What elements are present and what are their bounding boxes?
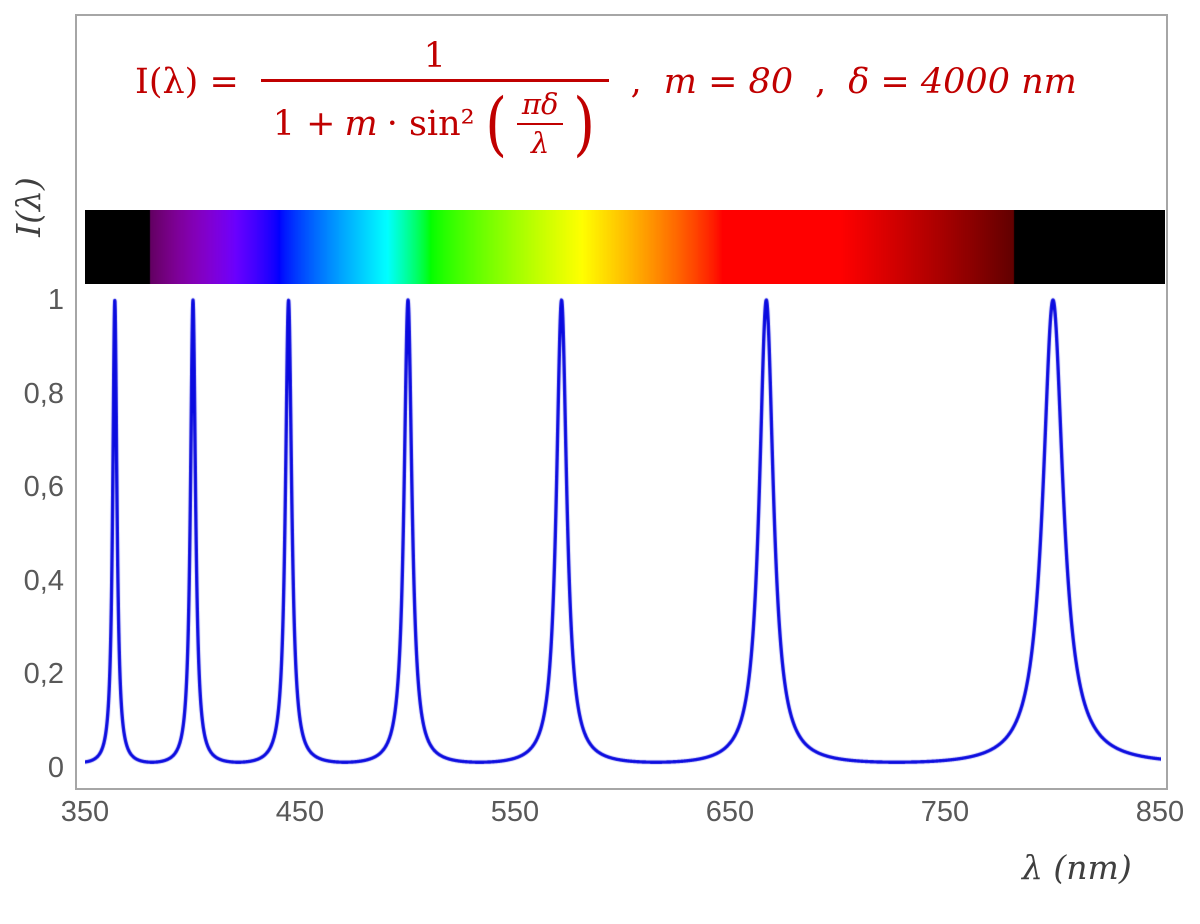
parameter-delta: δ = 4000 nm — [848, 62, 1077, 102]
x-tick-label: 850 — [1135, 796, 1185, 828]
visible-spectrum-bar — [85, 210, 1165, 284]
y-axis-title: I(λ) — [9, 177, 48, 237]
x-tick-label: 650 — [705, 796, 755, 828]
formula-fraction: 1 1 + m · sin² ( πδ λ ) — [260, 36, 609, 164]
inner-denominator: λ — [516, 123, 564, 160]
y-tick-label: 1 — [47, 284, 64, 316]
inner-numerator: πδ — [521, 87, 559, 121]
fraction-denominator: 1 + m · sin² ( πδ λ ) — [260, 79, 609, 164]
inner-fraction: πδ λ — [516, 87, 564, 160]
y-tick-label: 0,8 — [23, 377, 64, 410]
y-tick-label: 0,4 — [23, 564, 64, 597]
formula-lhs: I(λ) = — [135, 62, 239, 102]
y-tick-label: 0,2 — [23, 658, 64, 691]
fraction-numerator: 1 — [423, 36, 446, 76]
close-paren: ) — [573, 82, 596, 164]
plot-frame — [75, 14, 1168, 790]
x-tick-label: 550 — [490, 796, 540, 828]
comma-separator: , — [630, 62, 642, 102]
denominator-sin: · sin² — [386, 103, 475, 144]
parameter-m: m = 80 — [663, 62, 794, 102]
airy-transmission-curve — [85, 294, 1161, 774]
x-axis-title: λ (nm) — [1022, 848, 1132, 887]
denominator-constant: 1 + — [272, 103, 336, 144]
denominator-m: m — [344, 103, 378, 144]
y-tick-label: 0,6 — [23, 471, 64, 504]
x-tick-label: 450 — [275, 796, 325, 828]
comma-separator: , — [815, 62, 827, 102]
x-tick-label: 750 — [920, 796, 970, 828]
y-tick-label: 0 — [47, 752, 64, 784]
formula: I(λ) = 1 1 + m · sin² ( πδ λ ) , m = 80 … — [135, 36, 1077, 160]
open-paren: ( — [484, 82, 507, 164]
x-tick-label: 350 — [60, 796, 110, 828]
